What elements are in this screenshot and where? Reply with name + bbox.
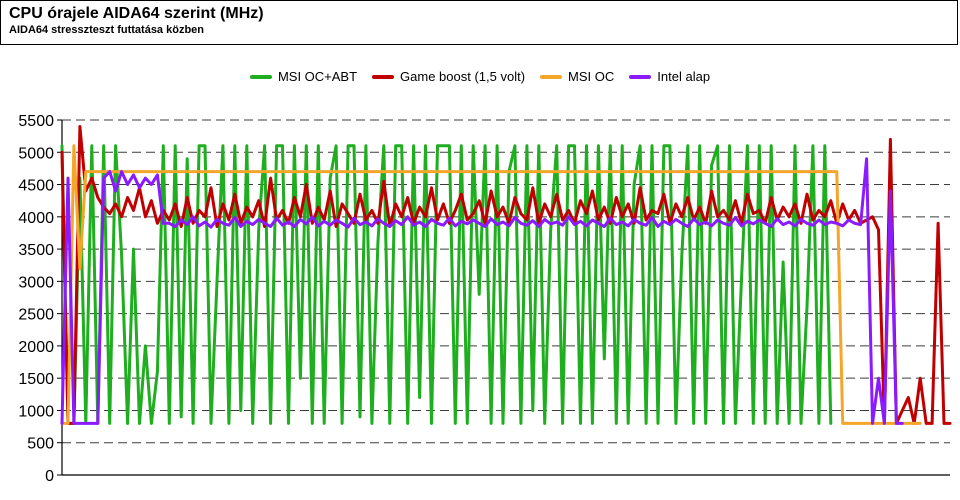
y-tick-label-4500: 4500 xyxy=(18,178,54,195)
y-tick-label-5000: 5000 xyxy=(18,145,54,162)
chart-title: CPU órajele AIDA64 szerint (MHz) xyxy=(9,5,264,22)
legend-swatch-game-boost xyxy=(372,75,395,79)
legend-label-game-boost: Game boost (1,5 volt) xyxy=(400,69,526,84)
y-tick-label-2000: 2000 xyxy=(18,339,54,356)
legend-label-msi-oc-abt: MSI OC+ABT xyxy=(277,69,358,84)
legend-swatch-msi-oc-abt xyxy=(249,75,272,79)
legend-item-intel-alap: Intel alap xyxy=(629,68,710,86)
y-tick-label-1000: 1000 xyxy=(18,403,54,420)
y-tick-label-3000: 3000 xyxy=(18,274,54,291)
y-tick-label-4000: 4000 xyxy=(18,210,54,227)
legend-item-msi-oc-abt: MSI OC+ABT xyxy=(249,68,358,86)
y-tick-label-0: 0 xyxy=(45,468,54,485)
legend-item-msi-oc: MSI OC xyxy=(540,68,614,86)
legend-label-msi-oc: MSI OC xyxy=(568,69,615,84)
legend-swatch-intel-alap xyxy=(629,75,652,79)
chart-subtitle: AIDA64 stresszteszt futtatása közben xyxy=(9,24,205,36)
chart-header: CPU órajele AIDA64 szerint (MHz) AIDA64 … xyxy=(0,0,958,45)
y-tick-label-5500: 5500 xyxy=(18,113,54,130)
legend-item-game-boost: Game boost (1,5 volt) xyxy=(372,68,525,86)
series-lines xyxy=(60,125,952,425)
legend-label-intel-alap: Intel alap xyxy=(657,69,711,84)
series-line-msi-oc-abt xyxy=(60,144,833,425)
y-tick-label-500: 500 xyxy=(27,436,54,453)
y-tick-label-1500: 1500 xyxy=(18,371,54,388)
series-line-msi-oc xyxy=(60,144,922,425)
legend-swatch-msi-oc xyxy=(540,75,563,79)
series-line-intel-alap xyxy=(60,157,904,425)
y-axis-ticks: 0 500 1000 1500 2000 2500 3000 3500 4000 4500 5000… xyxy=(18,113,62,485)
chart-legend: MSI OC+ABT Game boost (1,5 volt) MSI OC … xyxy=(0,68,960,86)
y-tick-label-2500: 2500 xyxy=(18,307,54,324)
y-tick-label-3500: 3500 xyxy=(18,242,54,259)
